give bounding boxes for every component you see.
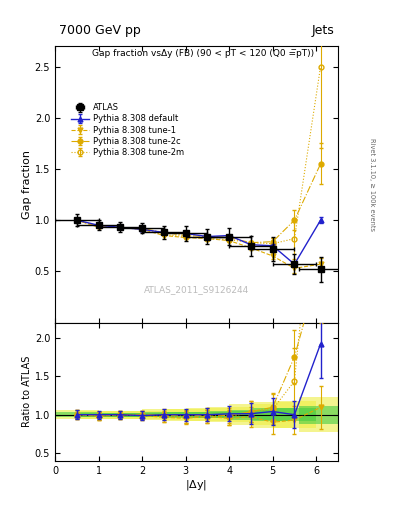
Y-axis label: Gap fraction: Gap fraction — [22, 150, 32, 219]
Text: ATLAS_2011_S9126244: ATLAS_2011_S9126244 — [144, 285, 249, 294]
Legend: ATLAS, Pythia 8.308 default, Pythia 8.308 tune-1, Pythia 8.308 tune-2c, Pythia 8: ATLAS, Pythia 8.308 default, Pythia 8.30… — [68, 100, 187, 160]
Text: Gap fraction vsΔy (FB) (90 < pT < 120 (Q0 =̅pT)): Gap fraction vsΔy (FB) (90 < pT < 120 (Q… — [92, 49, 314, 58]
Text: Rivet 3.1.10, ≥ 100k events: Rivet 3.1.10, ≥ 100k events — [369, 138, 375, 231]
Y-axis label: Ratio to ATLAS: Ratio to ATLAS — [22, 356, 32, 428]
Text: Jets: Jets — [311, 24, 334, 37]
X-axis label: |$\Delta$y|: |$\Delta$y| — [185, 478, 208, 493]
Text: 7000 GeV pp: 7000 GeV pp — [59, 24, 141, 37]
